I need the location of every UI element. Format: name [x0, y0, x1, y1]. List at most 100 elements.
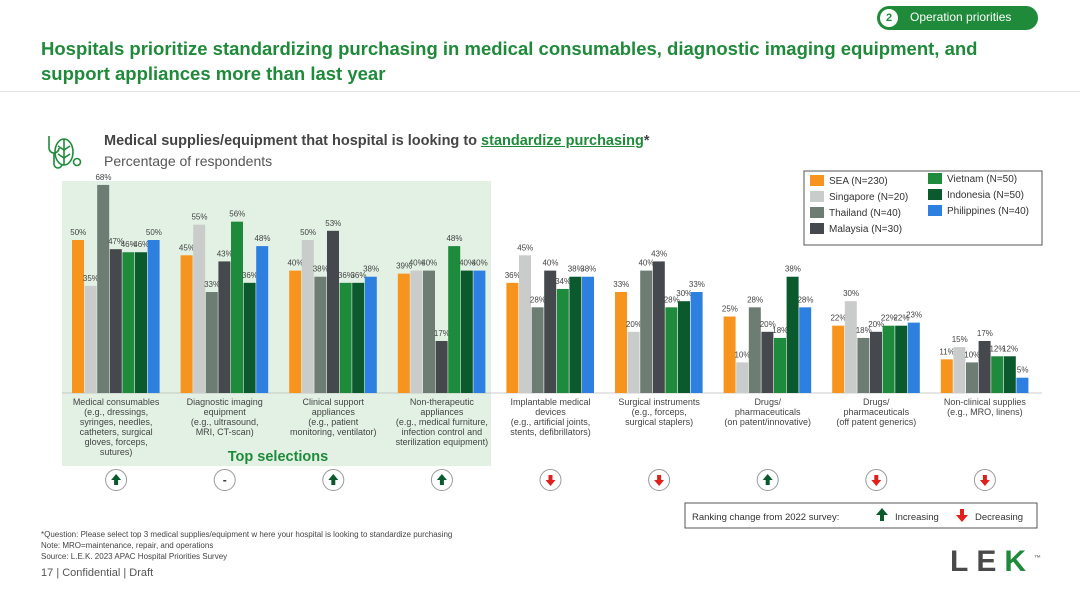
ranking-legend-label: Ranking change from 2022 survey:: [692, 512, 839, 523]
data-label: 30%: [843, 289, 859, 298]
bar: [748, 307, 761, 393]
data-label: 18%: [772, 326, 788, 335]
category-label: devices: [535, 407, 566, 417]
data-label: 43%: [217, 249, 233, 258]
data-label: 40%: [472, 259, 488, 268]
legend-swatch: [810, 207, 824, 218]
bar: [205, 292, 218, 393]
legend-entry: SEA (N=230): [829, 176, 888, 187]
data-label: 20%: [760, 320, 776, 329]
bar: [423, 270, 435, 393]
category-label: Medical consumables: [73, 397, 160, 407]
category-label: surgical staplers): [625, 417, 693, 427]
arrow-down-icon: [871, 475, 882, 486]
category-label: stents, defibrillators): [510, 427, 591, 437]
bar: [544, 270, 557, 393]
data-label: 33%: [689, 280, 705, 289]
bar: [301, 240, 314, 393]
data-label: 36%: [242, 271, 258, 280]
arrow-down-icon: [545, 475, 556, 486]
bar: [327, 230, 339, 393]
bar: [615, 292, 627, 393]
category-label: catheters, surgical: [80, 427, 153, 437]
data-label: 15%: [952, 335, 968, 344]
bar: [882, 325, 895, 393]
category-label: (off patent generics): [836, 417, 916, 427]
logo-tm: ™: [1034, 555, 1042, 562]
bar: [473, 270, 486, 393]
data-label: 34%: [555, 277, 571, 286]
bar: [640, 270, 653, 393]
medical-icon: [48, 136, 82, 169]
bar: [786, 276, 799, 393]
data-label: 40%: [459, 259, 475, 268]
category-label: syringes, needles,: [80, 417, 153, 427]
data-label: 22%: [893, 314, 909, 323]
data-label: 20%: [868, 320, 884, 329]
bar: [352, 282, 365, 393]
chart-title: Medical supplies/equipment that hospital…: [104, 133, 649, 149]
bar: [799, 307, 812, 393]
legend-swatch: [928, 205, 942, 216]
data-label: 5%: [1017, 366, 1029, 375]
data-label: 20%: [626, 320, 642, 329]
legend-swatch: [810, 191, 824, 202]
chart-title-highlight: standardize purchasing: [481, 133, 644, 149]
top-selections-label: Top selections: [228, 449, 328, 465]
data-label: 50%: [70, 228, 86, 237]
category-label: (e.g., MRO, linens): [947, 407, 1023, 417]
bar: [243, 282, 256, 393]
bar: [832, 325, 845, 393]
data-label: 68%: [95, 173, 111, 182]
category-label: appliances: [312, 407, 356, 417]
category-label: infection control and: [402, 427, 483, 437]
bar: [665, 307, 678, 393]
data-label: 22%: [881, 314, 897, 323]
data-label: 56%: [229, 210, 245, 219]
section-tag: 2 Operation priorities: [877, 6, 1038, 30]
bar: [448, 246, 461, 393]
category-label: (e.g., patient: [308, 417, 359, 427]
bar: [774, 337, 786, 393]
legend-entry: Indonesia (N=50): [947, 190, 1024, 201]
data-label: 48%: [254, 234, 270, 243]
data-label: 43%: [651, 249, 667, 258]
page-number: 17: [41, 567, 54, 579]
data-label: 50%: [300, 228, 316, 237]
section-number: 2: [880, 9, 898, 27]
data-label: 36%: [505, 271, 521, 280]
bar: [723, 316, 736, 393]
unchanged-marker: -: [223, 473, 227, 487]
data-label: 11%: [939, 347, 954, 356]
bar: [410, 270, 423, 393]
data-label: 45%: [517, 243, 533, 252]
decreasing-arrow-icon: [956, 509, 968, 522]
bar: [1016, 377, 1029, 393]
data-label: 40%: [542, 259, 558, 268]
bar: [339, 282, 352, 393]
logo-le: LE: [950, 545, 1005, 578]
data-label: 17%: [434, 329, 450, 338]
category-label: gloves, forceps,: [85, 437, 148, 447]
arrow-up-icon: [436, 474, 447, 485]
arrow-up-icon: [111, 474, 122, 485]
ranking-indicator: [213, 469, 236, 491]
data-label: 30%: [676, 289, 692, 298]
data-label: 23%: [906, 311, 922, 320]
category-label: Surgical instruments: [618, 397, 700, 407]
category-label: (e.g., ultrasound,: [191, 417, 259, 427]
data-label: 18%: [856, 326, 872, 335]
arrow-up-icon: [762, 474, 773, 485]
decreasing-label: Decreasing: [975, 512, 1023, 523]
question-note: *Question: Please select top 3 medical s…: [41, 530, 453, 539]
bar: [556, 288, 569, 393]
bar: [460, 270, 473, 393]
bar: [180, 255, 193, 393]
data-label: 10%: [734, 350, 750, 359]
data-label: 40%: [638, 259, 654, 268]
bar: [844, 301, 857, 393]
arrow-down-icon: [654, 475, 665, 486]
category-label: sterilization equipment): [396, 437, 489, 447]
arrow-down-icon: [979, 475, 990, 486]
legend-entry: Singapore (N=20): [829, 192, 908, 203]
